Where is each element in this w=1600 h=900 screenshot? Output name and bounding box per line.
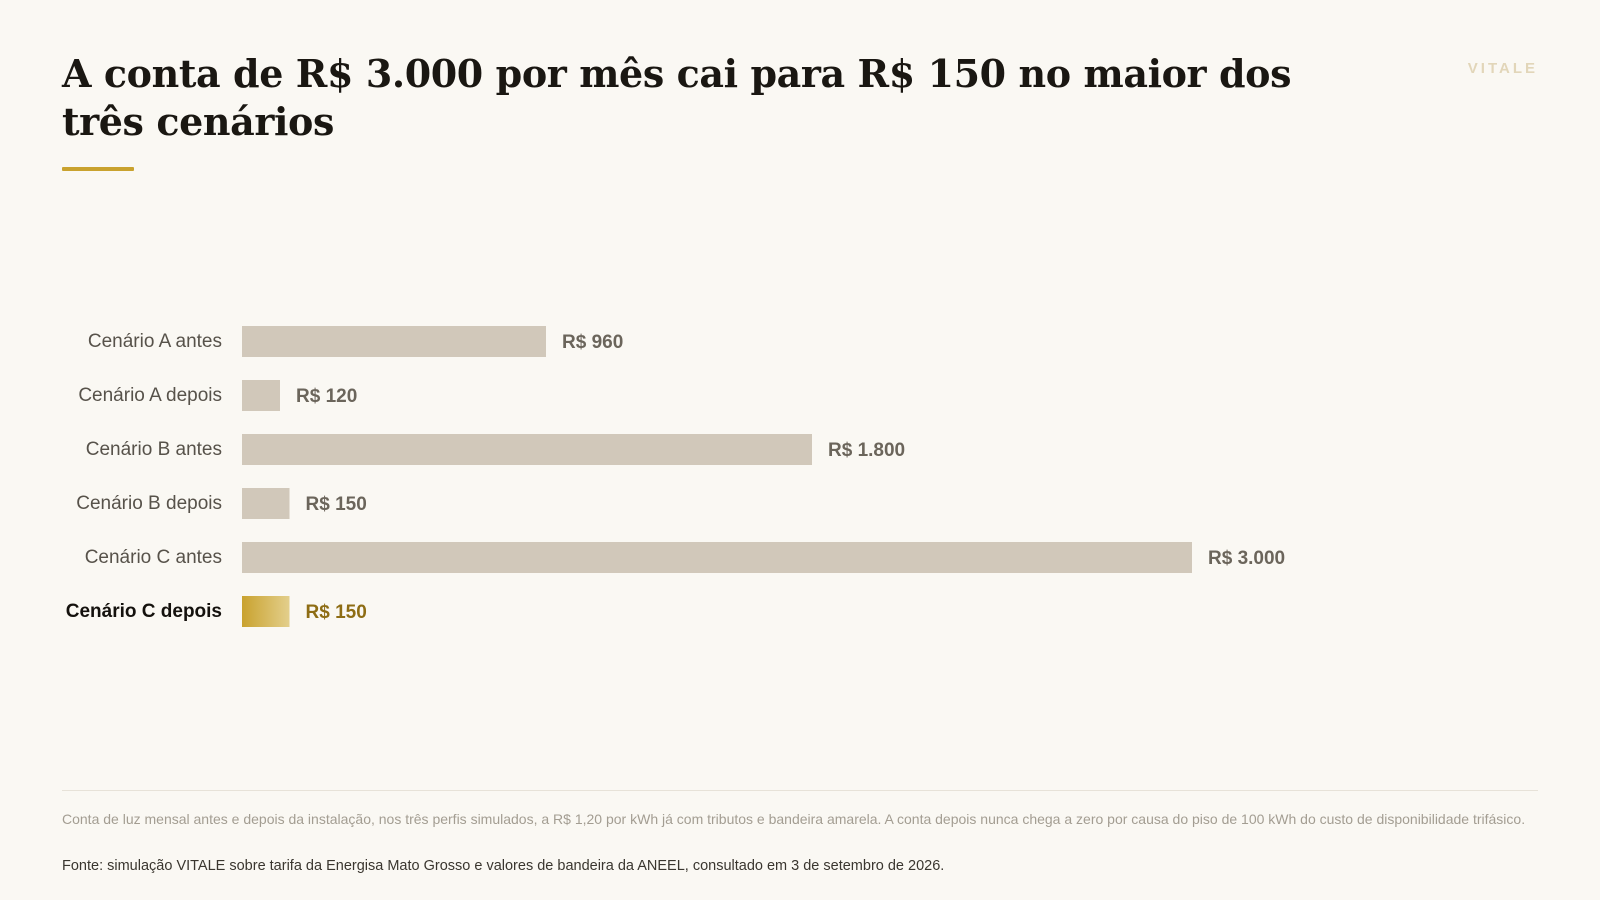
bar-highlight <box>242 596 290 627</box>
title-underline <box>62 167 134 171</box>
bar <box>242 434 812 465</box>
bar <box>242 542 1192 573</box>
value-label: R$ 150 <box>306 494 367 515</box>
category-label: Cenário C depois <box>66 601 222 622</box>
value-label: R$ 1.800 <box>828 440 905 461</box>
chart-title: A conta de R$ 3.000 por mês cai para R$ … <box>62 51 1292 144</box>
chart-note: Conta de luz mensal antes e depois da in… <box>62 811 1526 827</box>
category-label: Cenário B depois <box>76 493 222 514</box>
bar <box>242 380 280 411</box>
category-label: Cenário A depois <box>78 385 222 406</box>
value-label: R$ 150 <box>306 602 367 623</box>
chart-source: Fonte: simulação VITALE sobre tarifa da … <box>62 858 945 874</box>
value-label: R$ 3.000 <box>1208 548 1285 569</box>
bar <box>242 488 290 519</box>
bar <box>242 326 546 357</box>
value-label: R$ 960 <box>562 332 623 353</box>
footer-divider <box>62 790 1538 791</box>
value-label: R$ 120 <box>296 386 357 407</box>
category-label: Cenário A antes <box>88 331 222 352</box>
bars-group: Cenário A antes R$ 960 Cenário A depois R$ … <box>66 326 1285 627</box>
category-label: Cenário B antes <box>86 439 222 460</box>
brand-logo: VITALE <box>1467 60 1538 77</box>
category-label: Cenário C antes <box>85 547 222 568</box>
